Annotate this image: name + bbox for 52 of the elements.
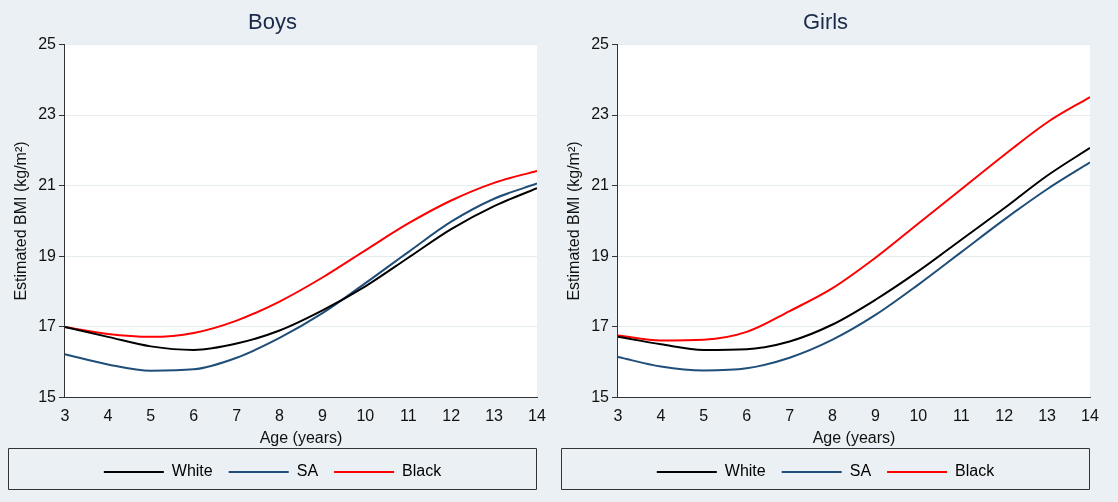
x-tick-label: 9 <box>318 406 327 424</box>
line-series <box>618 161 1090 372</box>
x-tick-label: 5 <box>146 406 156 424</box>
x-axis-title: Age (years) <box>259 428 343 446</box>
x-tick-label: 4 <box>103 406 113 424</box>
legend-label: Black <box>955 462 996 480</box>
y-tick-label: 19 <box>591 246 610 264</box>
x-tick-label: 13 <box>1038 406 1057 424</box>
x-tick-label: 13 <box>485 406 504 424</box>
y-tick-label: 21 <box>591 176 610 194</box>
x-tick-label: 12 <box>442 406 461 424</box>
y-tick-label: 23 <box>38 105 57 123</box>
line-series <box>618 146 1090 351</box>
x-tick-label: 3 <box>613 406 623 424</box>
x-tick-label: 7 <box>232 406 242 424</box>
x-tick-label: 14 <box>1081 406 1099 424</box>
chart-title: Girls <box>802 9 849 35</box>
chart-title: Boys <box>248 9 297 35</box>
x-tick-label: 11 <box>399 406 417 424</box>
legend-label: White <box>171 462 213 480</box>
x-tick-label: 10 <box>909 406 928 424</box>
x-tick-label: 6 <box>742 406 752 424</box>
x-tick-label: 10 <box>356 406 375 424</box>
y-tick-label: 17 <box>591 317 610 335</box>
y-axis-title: Estimated BMI (kg/m²) <box>565 141 583 301</box>
x-tick-label: 4 <box>656 406 666 424</box>
x-tick-label: 5 <box>699 406 709 424</box>
x-tick-label: 8 <box>828 406 838 424</box>
x-tick-label: 8 <box>275 406 285 424</box>
y-tick-label: 23 <box>591 105 610 123</box>
legend-label: Black <box>402 462 443 480</box>
y-tick-label: 19 <box>38 246 57 264</box>
y-tick-label: 15 <box>38 388 57 406</box>
x-tick-label: 11 <box>952 406 970 424</box>
legend-label: White <box>724 462 766 480</box>
legend-label: SA <box>849 462 872 480</box>
y-tick-label: 17 <box>38 317 57 335</box>
y-tick-label: 21 <box>38 176 57 194</box>
line-series <box>65 169 537 338</box>
y-tick-label: 25 <box>38 34 57 52</box>
y-axis-title: Estimated BMI (kg/m²) <box>12 141 30 301</box>
y-tick-label: 15 <box>591 388 610 406</box>
x-axis-title: Age (years) <box>812 428 896 446</box>
x-tick-label: 14 <box>528 406 546 424</box>
line-series <box>618 96 1090 342</box>
x-tick-label: 9 <box>871 406 880 424</box>
legend-label: SA <box>296 462 319 480</box>
x-tick-label: 7 <box>785 406 795 424</box>
x-tick-label: 6 <box>189 406 199 424</box>
x-tick-label: 12 <box>995 406 1014 424</box>
x-tick-label: 3 <box>60 406 70 424</box>
y-tick-label: 25 <box>591 34 610 52</box>
